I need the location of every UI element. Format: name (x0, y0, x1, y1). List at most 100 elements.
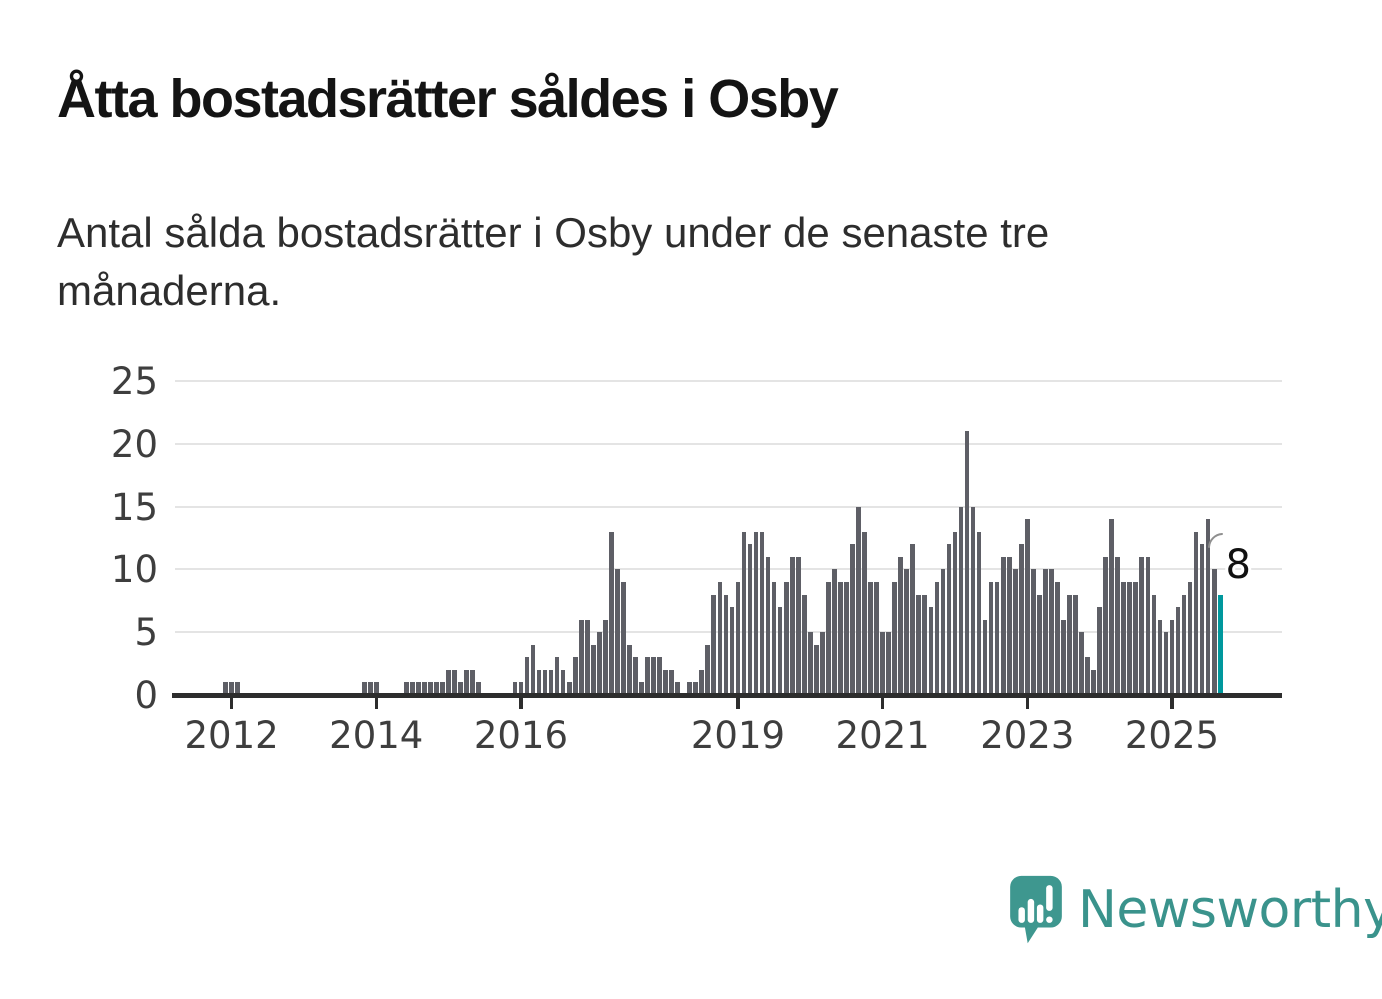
bar (464, 669, 470, 695)
newsworthy-logo-icon (1010, 875, 1062, 944)
bar (373, 682, 379, 695)
bar (615, 569, 620, 695)
bar (928, 607, 934, 695)
bar (651, 657, 656, 695)
bar (223, 682, 228, 695)
gridline (175, 380, 1282, 382)
bar (735, 581, 741, 695)
x-axis-label: 2016 (473, 714, 569, 757)
bar (621, 581, 626, 695)
bar (952, 531, 958, 695)
bar (446, 669, 451, 695)
annotation-leader-line (1206, 531, 1224, 553)
x-axis-tick (374, 697, 379, 709)
bar (747, 544, 753, 695)
gridline (175, 568, 1282, 571)
y-axis-label: 15 (110, 485, 158, 529)
bar (705, 644, 711, 695)
bar (1169, 619, 1175, 695)
bar (922, 594, 928, 695)
x-axis-tick (736, 697, 740, 709)
bar (1151, 594, 1157, 695)
bar (826, 581, 831, 695)
y-axis-label: 0 (134, 674, 158, 717)
bar (524, 657, 530, 695)
bar (470, 669, 476, 695)
bar (1055, 581, 1060, 695)
bar (1091, 669, 1096, 695)
bar (1157, 619, 1163, 695)
bar (560, 669, 566, 695)
y-axis-label: 5 (134, 611, 158, 655)
bar (657, 657, 662, 695)
bar (1109, 519, 1115, 695)
newsworthy-logo-text: Newsworthy (1078, 880, 1382, 940)
bar (1205, 519, 1211, 695)
bar (548, 669, 554, 695)
bar (410, 682, 415, 695)
bar (783, 581, 789, 695)
bar (566, 682, 572, 695)
bar (771, 581, 777, 695)
bar (1073, 594, 1078, 695)
bar (958, 506, 964, 695)
bar (639, 682, 644, 695)
bar (982, 619, 988, 695)
bar (1211, 569, 1217, 695)
bar (572, 657, 578, 695)
bar (976, 531, 982, 695)
bar (663, 669, 668, 695)
x-axis-label: 2021 (835, 714, 930, 757)
y-axis-label: 25 (110, 360, 158, 403)
page-subtitle: Antal sålda bostadsrätter i Osby under d… (57, 209, 1050, 314)
bar (596, 632, 602, 695)
bar (801, 594, 807, 695)
bar (850, 544, 855, 695)
newsworthy-logo: Newsworthy (1008, 874, 1382, 946)
bar (404, 682, 409, 695)
bar (584, 619, 590, 695)
bar (422, 682, 427, 695)
x-axis-label: 2012 (184, 714, 279, 757)
bar (687, 682, 693, 695)
bar (862, 531, 867, 695)
bar (988, 581, 994, 695)
bar (1193, 531, 1199, 695)
bar (518, 682, 524, 695)
bar (1115, 556, 1121, 695)
x-axis-tick (1025, 697, 1030, 709)
x-axis-tick (880, 697, 885, 709)
bar (1012, 569, 1018, 695)
bar (1097, 607, 1102, 695)
bar (1187, 581, 1193, 695)
bar (717, 581, 723, 695)
bar (416, 682, 421, 695)
bar (1139, 556, 1145, 695)
bar (1030, 569, 1036, 695)
bar (946, 544, 952, 695)
gridline (175, 631, 1282, 634)
bar (1085, 657, 1090, 695)
bar (1181, 594, 1187, 695)
bar (458, 682, 463, 695)
bar (590, 644, 596, 695)
bar (1000, 556, 1006, 695)
bar (578, 619, 584, 695)
bar (1067, 594, 1072, 695)
bar (1037, 594, 1042, 695)
bar (1024, 519, 1030, 695)
bar (367, 682, 373, 695)
bar (1127, 581, 1133, 695)
bar (765, 556, 771, 695)
page-title: Åtta bostadsrätter såldes i Osby (57, 69, 839, 129)
bar (868, 581, 873, 695)
bar (723, 594, 729, 695)
last-bar-value-label: 8 (1225, 541, 1251, 588)
y-axis-label: 20 (110, 422, 158, 466)
bar (609, 531, 614, 695)
bar (627, 644, 632, 695)
bar (916, 594, 922, 695)
gridline (175, 442, 1282, 445)
